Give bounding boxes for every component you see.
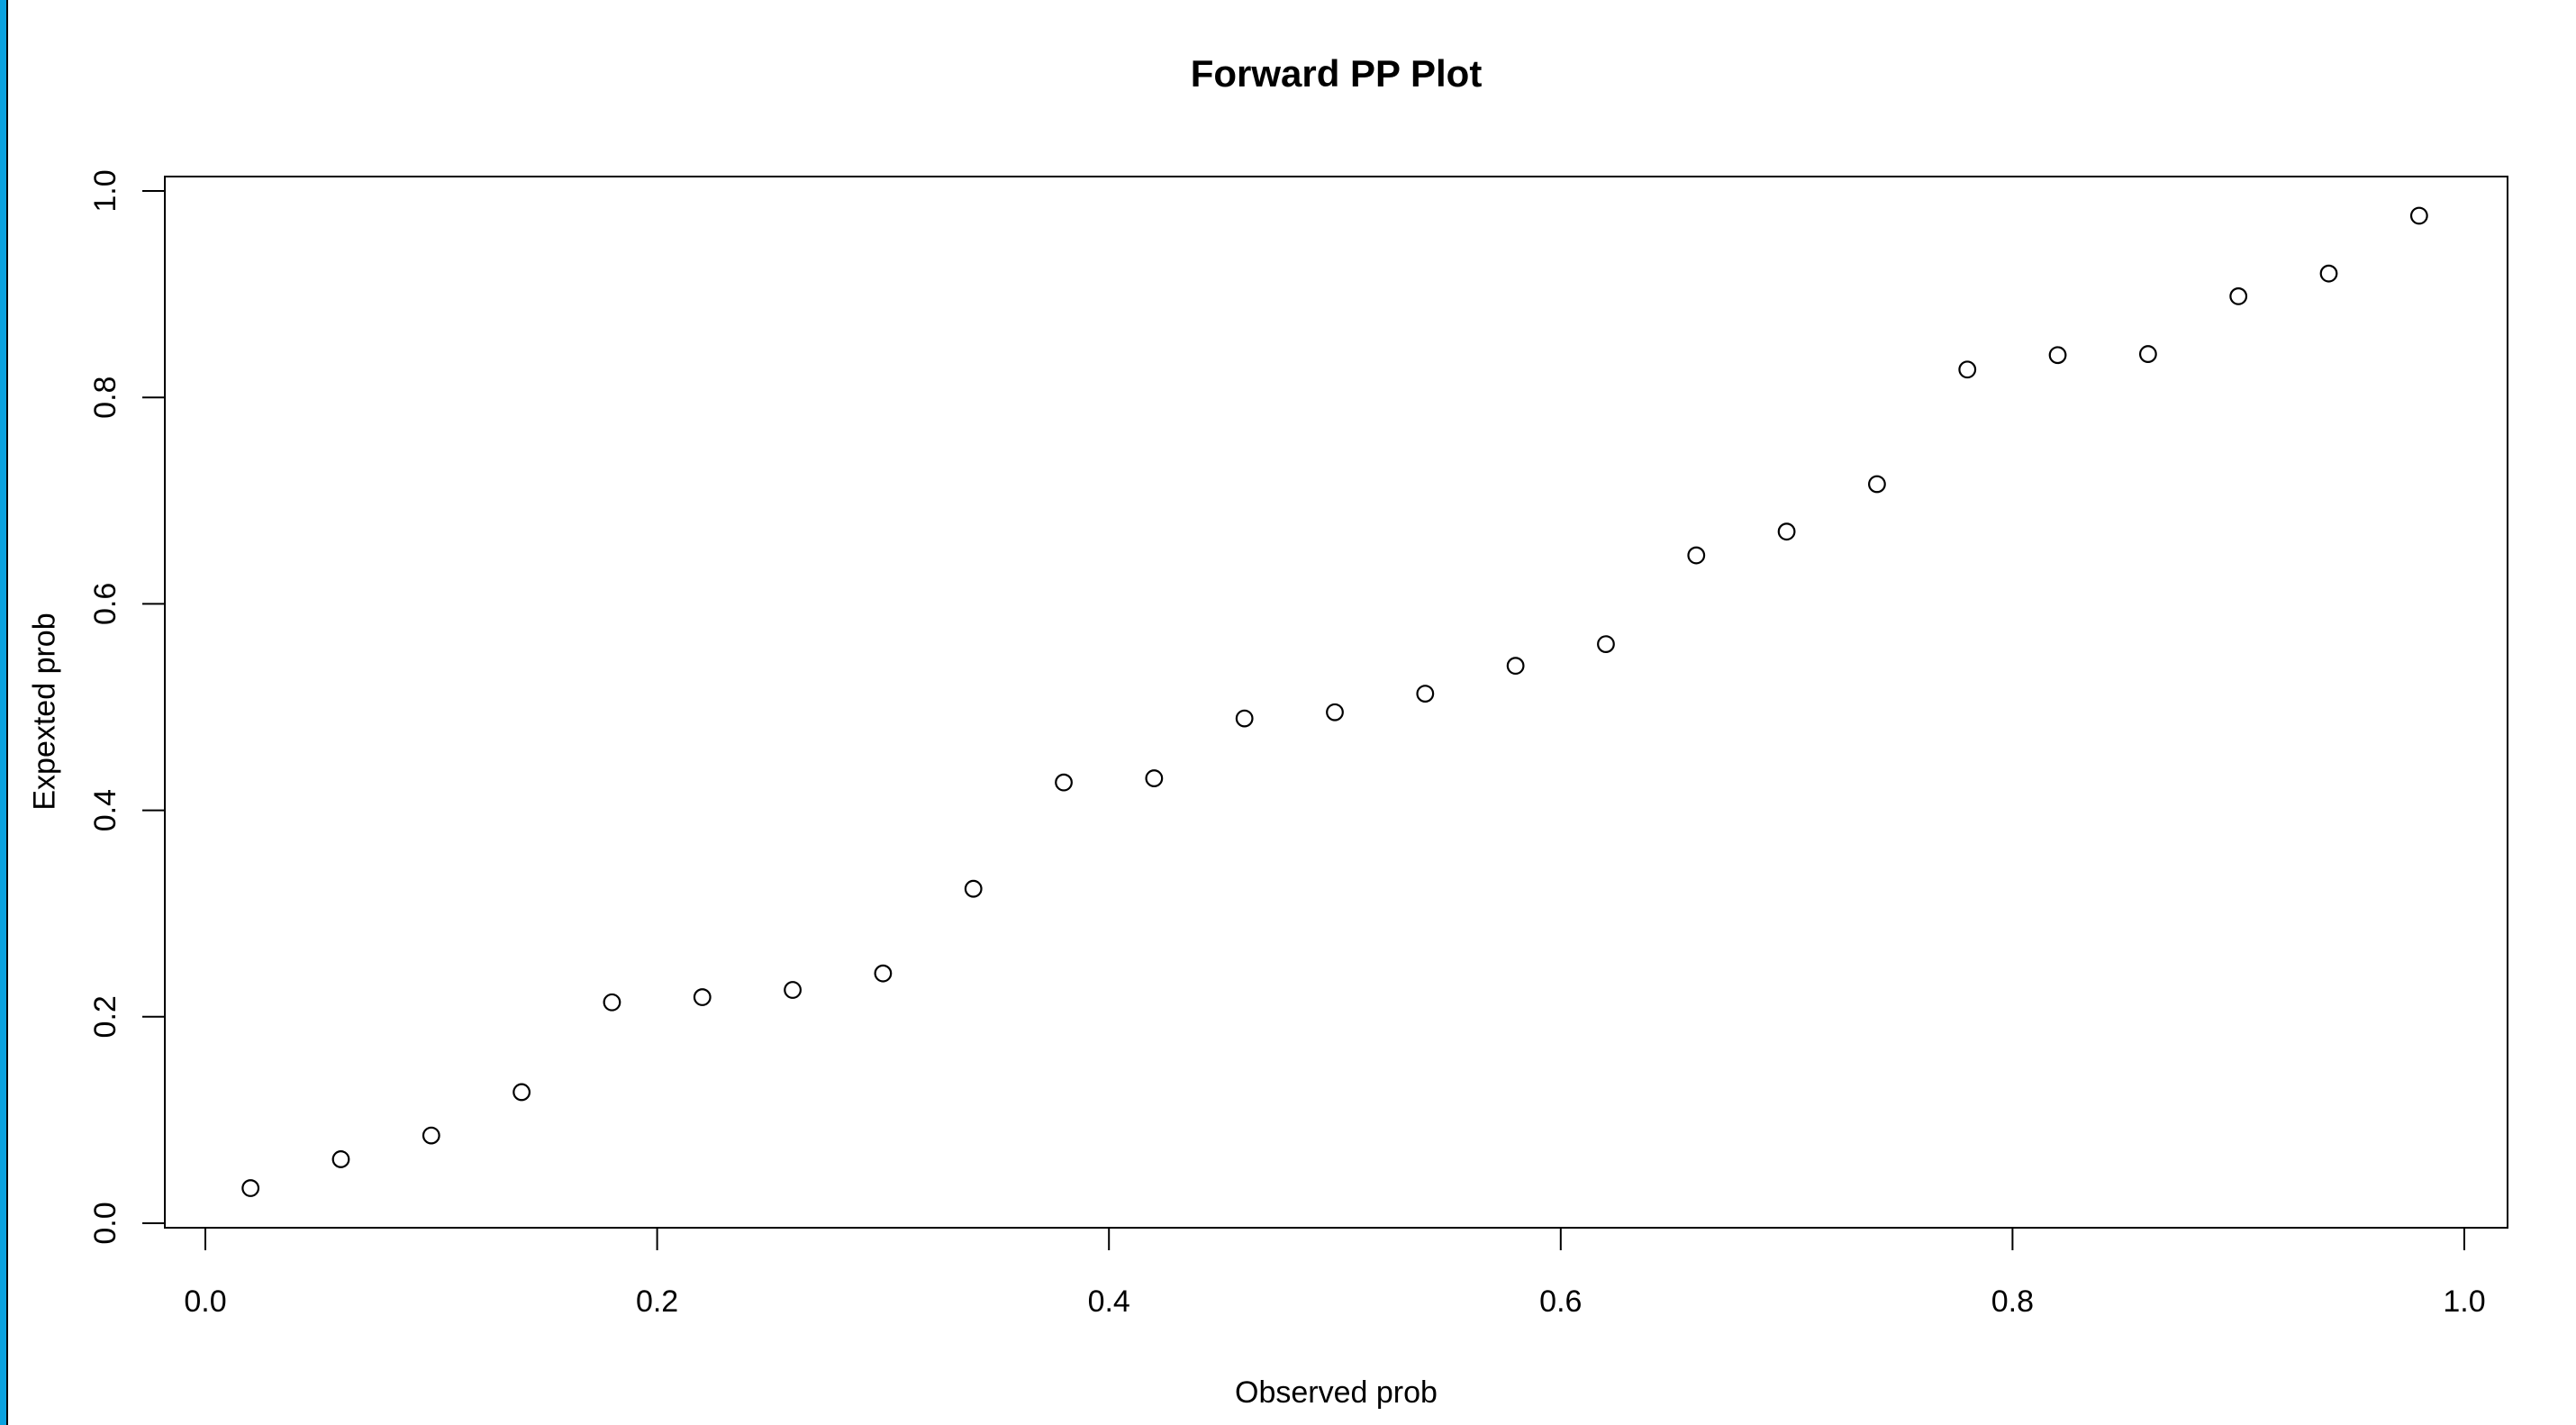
x-axis-title: Observed prob xyxy=(1235,1375,1438,1410)
x-tick-label: 0.4 xyxy=(1088,1284,1130,1319)
data-point xyxy=(1597,635,1615,653)
data-point xyxy=(512,1083,531,1102)
plot-frame xyxy=(164,176,2508,1229)
x-tick-label: 0.2 xyxy=(636,1284,678,1319)
y-tick-label: 1.0 xyxy=(88,169,122,212)
y-axis-title: Expexted prob xyxy=(27,613,62,811)
data-point xyxy=(2229,286,2248,305)
plot-title: Forward PP Plot xyxy=(1190,52,1483,95)
data-point xyxy=(693,988,712,1006)
data-point xyxy=(1326,703,1344,722)
data-point xyxy=(1506,657,1525,676)
data-point xyxy=(1235,709,1254,728)
data-point xyxy=(874,964,893,983)
x-tick-label: 0.8 xyxy=(1991,1284,2034,1319)
data-point xyxy=(603,993,621,1012)
x-tick-label: 0.0 xyxy=(184,1284,226,1319)
window-edge-accent-bar xyxy=(0,0,6,1425)
data-point xyxy=(331,1150,350,1168)
data-point xyxy=(1777,522,1796,541)
data-point xyxy=(241,1179,260,1197)
data-point xyxy=(422,1126,440,1145)
data-point xyxy=(2409,206,2428,225)
y-tick-label: 0.8 xyxy=(88,377,122,419)
data-point xyxy=(1868,475,1886,494)
data-point xyxy=(964,879,983,898)
data-point xyxy=(2138,345,2157,363)
y-tick-label: 0.6 xyxy=(88,583,122,625)
data-point xyxy=(2048,346,2067,365)
data-point xyxy=(1055,773,1073,792)
y-tick-label: 0.2 xyxy=(88,995,122,1038)
y-tick-label: 0.4 xyxy=(88,789,122,831)
data-point xyxy=(784,981,802,999)
data-point xyxy=(1687,546,1706,565)
data-point xyxy=(1416,685,1435,703)
x-tick-label: 1.0 xyxy=(2443,1284,2485,1319)
window-edge-divider xyxy=(6,0,8,1425)
data-point xyxy=(1145,769,1164,787)
data-point xyxy=(1958,360,1977,379)
data-point xyxy=(2319,264,2338,283)
x-tick-label: 0.6 xyxy=(1539,1284,1582,1319)
y-tick-label: 0.0 xyxy=(88,1202,122,1244)
